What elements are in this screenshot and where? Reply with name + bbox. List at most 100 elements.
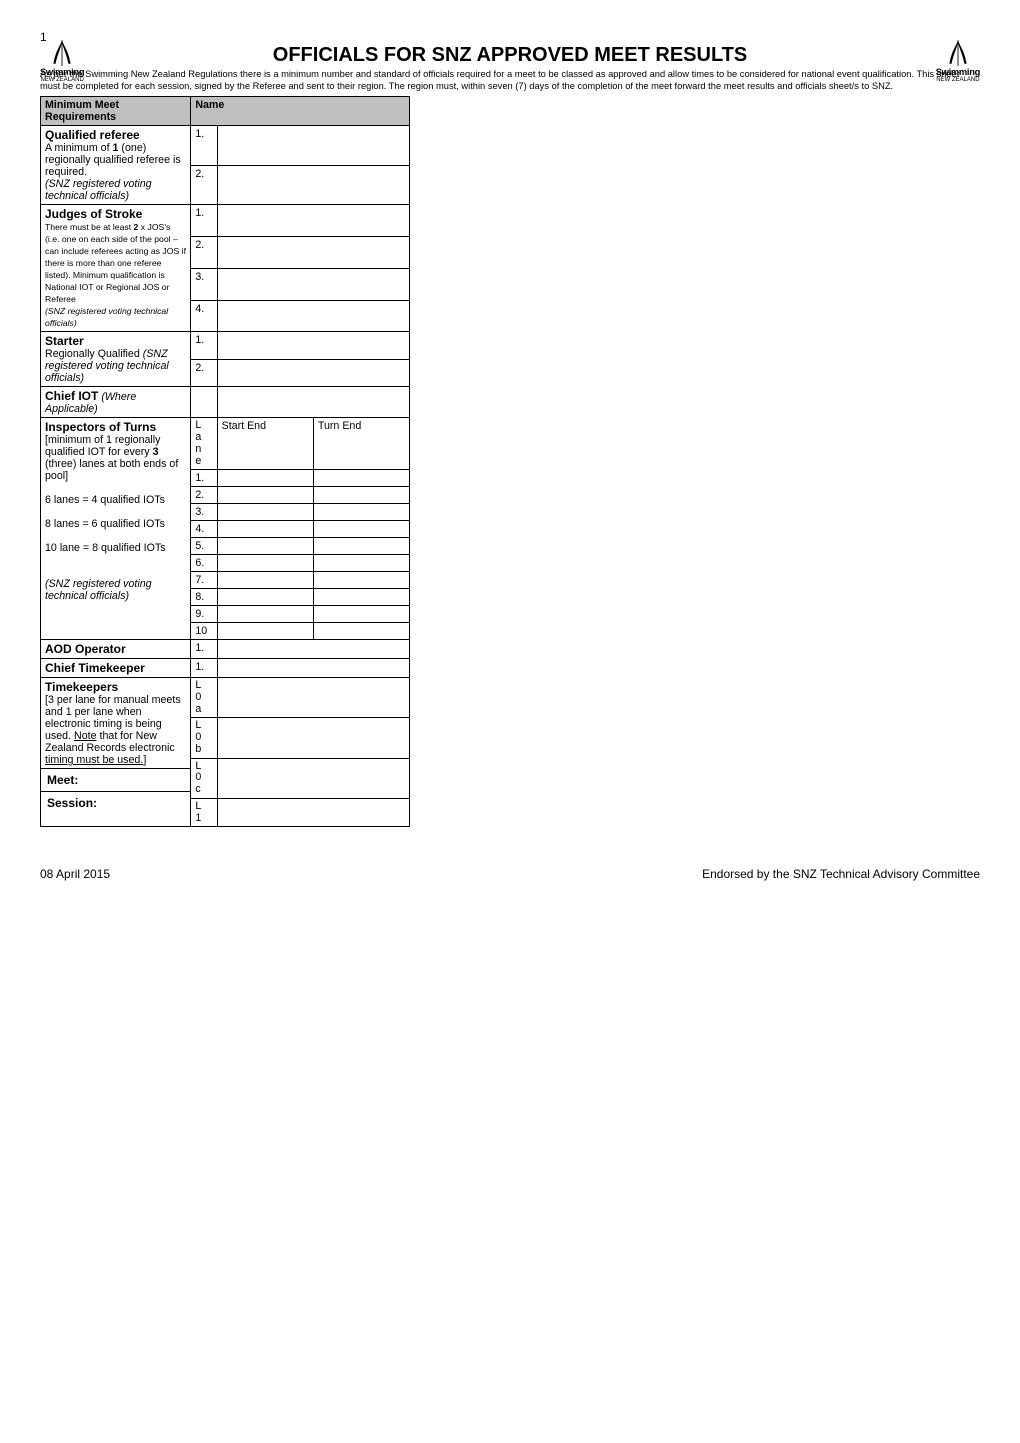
referee-heading: Qualified referee (45, 128, 140, 142)
logo-right: Swimming NEW ZEALAND (936, 38, 980, 83)
tk-lane-label: L0a (191, 678, 217, 718)
feather-icon (945, 38, 971, 68)
timekeepers-heading: Timekeepers (45, 680, 118, 694)
iot-start-field[interactable] (217, 572, 313, 589)
iot-row-num: 10 (191, 623, 217, 640)
aod-row-num: 1. (191, 640, 217, 659)
jos-row-num: 4. (191, 300, 217, 332)
chief-tk-heading: Chief Timekeeper (45, 661, 145, 675)
referee-body: A minimum of 1 (one) regionally qualifie… (45, 142, 181, 178)
aod-label: AOD Operator (41, 640, 191, 659)
tk-lane-label: L0b (191, 718, 217, 758)
timekeepers-body: [3 per lane for manual meets and 1 per l… (45, 694, 181, 766)
chief-tk-name-field[interactable] (217, 659, 409, 678)
jos-row-num: 1. (191, 205, 217, 237)
iot-start-field[interactable] (217, 606, 313, 623)
jos-label: Judges of Stroke There must be at least … (41, 205, 191, 332)
feather-icon (49, 38, 75, 68)
iot-row-num: 7. (191, 572, 217, 589)
session-box: Session: (41, 792, 190, 814)
logo-nz-text: NEW ZEALAND (936, 77, 979, 83)
iot-turn-field[interactable] (313, 623, 409, 640)
chief-tk-label: Chief Timekeeper (41, 659, 191, 678)
session-label: Session: (47, 796, 97, 810)
tk-name-field[interactable] (217, 718, 409, 758)
footer-endorsement: Endorsed by the SNZ Technical Advisory C… (702, 867, 980, 881)
iot-row-num: 1. (191, 470, 217, 487)
iot-start-field[interactable] (217, 538, 313, 555)
officials-table: Minimum Meet Requirements Name Qualified… (40, 96, 410, 827)
iot-start-field[interactable] (217, 623, 313, 640)
tk-name-field[interactable] (217, 798, 409, 826)
iot-row-num: 6. (191, 555, 217, 572)
iot-start-field[interactable] (217, 555, 313, 572)
iot-heading: Inspectors of Turns (45, 420, 156, 434)
iot-row-num: 2. (191, 487, 217, 504)
jos-body: There must be at least 2 x JOS's (i.e. o… (45, 222, 186, 304)
referee-name-field[interactable] (217, 165, 409, 205)
starter-name-field[interactable] (217, 332, 409, 360)
jos-name-field[interactable] (217, 237, 409, 269)
col-header-requirements: Minimum Meet Requirements (41, 97, 191, 126)
iot-start-field[interactable] (217, 487, 313, 504)
iot-turn-field[interactable] (313, 572, 409, 589)
iot-label: Inspectors of Turns [minimum of 1 region… (41, 418, 191, 640)
iot-turn-end-header: Turn End (313, 418, 409, 470)
tk-name-field[interactable] (217, 678, 409, 718)
logo-swimming-text: Swimming (936, 68, 980, 77)
referee-name-field[interactable] (217, 126, 409, 166)
starter-label: Starter Regionally Qualified (SNZ regist… (41, 332, 191, 387)
jos-name-field[interactable] (217, 205, 409, 237)
meet-box: Meet: (41, 768, 190, 792)
meet-label: Meet: (47, 773, 78, 787)
chief-iot-num (191, 387, 217, 418)
iot-row-num: 3. (191, 504, 217, 521)
iot-turn-field[interactable] (313, 606, 409, 623)
iot-start-end-header: Start End (217, 418, 313, 470)
starter-row-num: 1. (191, 332, 217, 360)
page-number: 1 (40, 30, 980, 44)
iot-start-field[interactable] (217, 504, 313, 521)
aod-name-field[interactable] (217, 640, 409, 659)
chief-iot-heading: Chief IOT (45, 389, 98, 403)
starter-body: Regionally Qualified (SNZ registered vot… (45, 348, 169, 384)
iot-turn-field[interactable] (313, 487, 409, 504)
iot-start-field[interactable] (217, 521, 313, 538)
iot-row-num: 8. (191, 589, 217, 606)
iot-start-field[interactable] (217, 589, 313, 606)
referee-row-num: 2. (191, 165, 217, 205)
header-row: Swimming NEW ZEALAND OFFICIALS FOR SNZ A… (40, 44, 980, 67)
starter-row-num: 2. (191, 359, 217, 387)
jos-name-field[interactable] (217, 268, 409, 300)
iot-body-3: 8 lanes = 6 qualified IOTs (45, 518, 165, 530)
iot-body-2: 6 lanes = 4 qualified IOTs (45, 494, 165, 506)
iot-turn-field[interactable] (313, 470, 409, 487)
referee-note: (SNZ registered voting technical officia… (45, 178, 152, 202)
jos-name-field[interactable] (217, 300, 409, 332)
tk-lane-label: L0c (191, 758, 217, 798)
iot-note: (SNZ registered voting technical officia… (45, 578, 152, 602)
iot-body-1: [minimum of 1 regionally qualified IOT f… (45, 434, 178, 482)
iot-turn-field[interactable] (313, 589, 409, 606)
jos-row-num: 2. (191, 237, 217, 269)
chief-iot-name-field[interactable] (217, 387, 409, 418)
chief-tk-row-num: 1. (191, 659, 217, 678)
logo-swimming-text: Swimming (40, 68, 84, 77)
referee-row-num: 1. (191, 126, 217, 166)
iot-turn-field[interactable] (313, 504, 409, 521)
tk-name-field[interactable] (217, 758, 409, 798)
iot-turn-field[interactable] (313, 538, 409, 555)
timekeepers-label: Timekeepers [3 per lane for manual meets… (41, 678, 191, 827)
starter-heading: Starter (45, 334, 84, 348)
iot-turn-field[interactable] (313, 521, 409, 538)
tk-lane-label: L1 (191, 798, 217, 826)
referee-label: Qualified referee A minimum of 1 (one) r… (41, 126, 191, 205)
aod-heading: AOD Operator (45, 642, 126, 656)
iot-turn-field[interactable] (313, 555, 409, 572)
iot-row-num: 5. (191, 538, 217, 555)
iot-start-field[interactable] (217, 470, 313, 487)
jos-note: (SNZ registered voting technical officia… (45, 306, 168, 328)
intro-text: As per the Swimming New Zealand Regulati… (40, 69, 980, 92)
iot-row-num: 9. (191, 606, 217, 623)
starter-name-field[interactable] (217, 359, 409, 387)
